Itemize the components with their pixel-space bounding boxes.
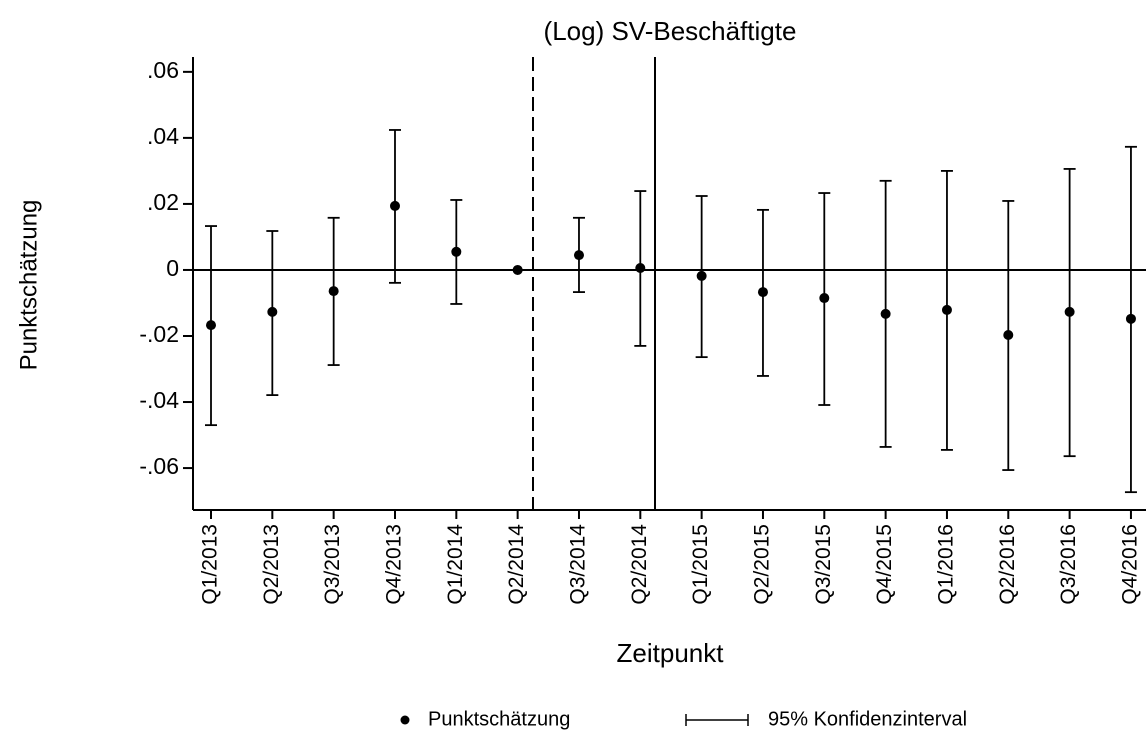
x-tick-label: Q1/2015: [689, 524, 712, 605]
point: [757, 287, 768, 298]
x-tick-label: Q2/2014: [505, 524, 528, 605]
x-tick-label: Q3/2014: [567, 524, 590, 605]
point: [696, 270, 707, 281]
y-tick-label: 0: [166, 255, 179, 281]
point: [451, 246, 462, 257]
point: [512, 264, 523, 275]
point: [819, 293, 830, 304]
legend-label: 95% Konfidenzinterval: [768, 708, 967, 730]
x-tick-label: Q1/2016: [935, 524, 958, 605]
legend-marker: [400, 715, 410, 725]
x-tick-label: Q2/2016: [996, 524, 1019, 605]
y-tick-label: .02: [147, 189, 179, 215]
point: [880, 308, 891, 319]
chart-title: (Log) SV-Beschäftigte: [544, 16, 797, 46]
x-tick-label: Q1/2013: [199, 524, 222, 605]
x-axis-label: Zeitpunkt: [617, 638, 725, 668]
x-tick-label: Q2/2014: [628, 524, 651, 605]
point: [328, 286, 339, 297]
x-tick-label: Q2/2015: [751, 524, 774, 605]
point: [206, 320, 216, 331]
y-tick-label: -.04: [139, 387, 179, 413]
point: [635, 262, 646, 273]
x-tick-label: Q4/2016: [1118, 524, 1141, 605]
x-tick-label: Q2/2013: [260, 524, 283, 605]
point: [573, 250, 584, 261]
x-tick-label: Q4/2013: [383, 524, 406, 605]
x-tick-label: Q3/2016: [1057, 524, 1080, 605]
y-axis-label: Punktschätzung: [15, 200, 42, 371]
x-tick-label: Q3/2015: [812, 524, 835, 605]
point: [1064, 306, 1075, 317]
y-tick-label: -.02: [139, 321, 179, 347]
point: [1003, 330, 1014, 341]
y-tick-label: -.06: [139, 453, 179, 479]
point: [941, 304, 952, 315]
x-tick-label: Q4/2015: [873, 524, 896, 605]
point: [267, 306, 278, 317]
x-tick-label: Q1/2014: [444, 524, 467, 605]
y-tick-label: .06: [147, 57, 179, 83]
legend-label: Punktschätzung: [428, 708, 570, 730]
point: [1125, 313, 1136, 324]
point: [389, 200, 400, 211]
x-tick-label: Q3/2013: [321, 524, 344, 605]
y-tick-label: .04: [147, 123, 179, 149]
